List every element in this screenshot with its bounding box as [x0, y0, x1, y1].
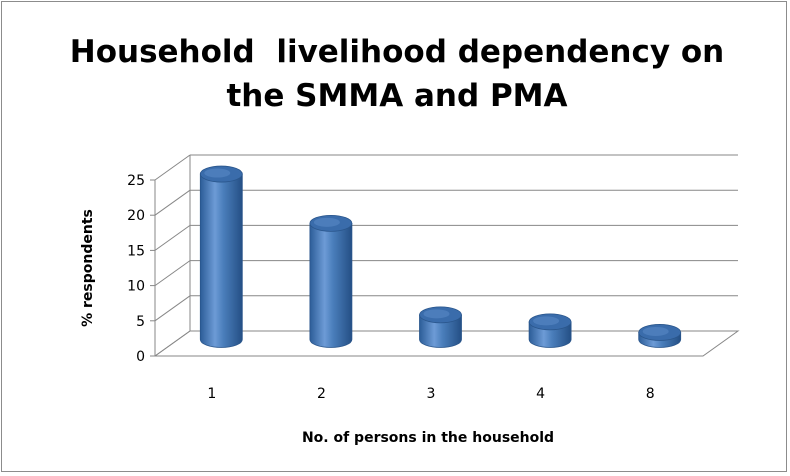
y-tick-label: 5	[136, 314, 145, 330]
gridline-side	[154, 224, 191, 251]
bar-top-highlight	[204, 168, 231, 178]
x-tick-label: 8	[646, 386, 655, 402]
gridline-side	[154, 189, 191, 216]
chart-title-line-1: Household livelihood dependency on	[69, 34, 725, 70]
y-axis-label: % respondents	[80, 209, 96, 327]
bar-body	[419, 314, 462, 348]
x-tick-label: 4	[536, 386, 545, 402]
y-tick-label: 10	[127, 279, 145, 295]
gridline-side	[154, 330, 191, 357]
y-tick-label: 0	[136, 349, 145, 365]
bar	[419, 306, 462, 348]
bar	[309, 214, 353, 348]
gridline-side	[154, 260, 191, 287]
x-tick-label: 2	[317, 386, 326, 402]
bar-body	[309, 222, 353, 348]
bar-top-highlight	[313, 217, 340, 227]
bar-top-highlight	[642, 326, 669, 336]
bar-top-highlight	[533, 316, 560, 326]
bar	[528, 313, 572, 348]
y-tick-label: 20	[127, 208, 145, 224]
bar	[199, 165, 243, 348]
gridline-side	[154, 295, 191, 322]
bars-layer	[199, 165, 682, 348]
bar	[638, 324, 682, 348]
y-tick-label: 25	[127, 173, 145, 189]
chart-title: Household livelihood dependency on the S…	[2, 30, 790, 118]
chart-title-line-2: the SMMA and PMA	[226, 78, 568, 114]
bar-body	[199, 173, 243, 348]
x-tick-label: 3	[427, 386, 436, 402]
gridline-side	[154, 154, 191, 181]
y-tick-label: 15	[127, 243, 145, 259]
labels-layer: 0 5 10 15 20 25 1 2 3 4 8	[127, 173, 654, 402]
bar-top-highlight	[423, 309, 450, 319]
x-axis-label: No. of persons in the household	[302, 430, 554, 446]
x-tick-label: 1	[207, 386, 216, 402]
